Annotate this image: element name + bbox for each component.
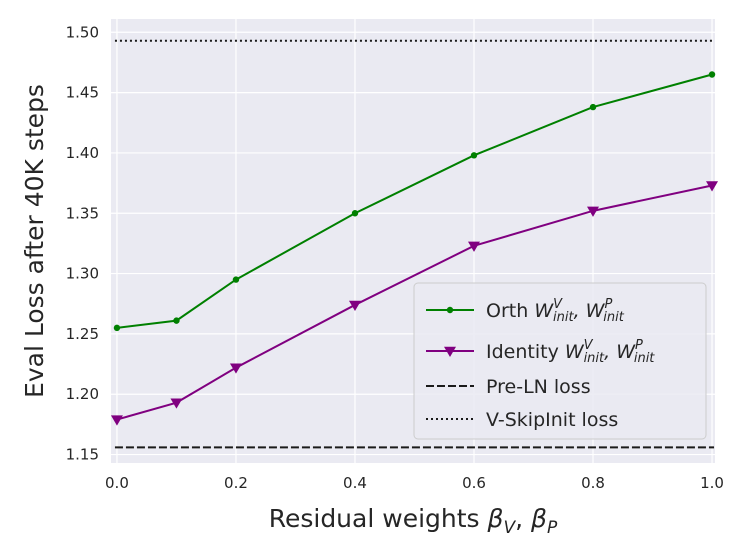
data-point — [470, 152, 478, 159]
legend-marker — [444, 346, 456, 357]
grid — [111, 19, 715, 463]
x-tick-label: 0.0 — [105, 474, 129, 492]
x-tick-label: 0.8 — [581, 474, 605, 492]
reference-lines — [114, 39, 715, 449]
y-tick-label: 1.30 — [66, 265, 99, 283]
y-tick-label: 1.50 — [66, 23, 99, 41]
x-tick-label: 1.0 — [700, 474, 724, 492]
legend-label: V-SkipInit loss — [486, 409, 618, 431]
data-point — [467, 241, 480, 252]
legend-box — [413, 282, 707, 440]
data-point — [589, 103, 597, 111]
legend-label: Pre-LN loss — [486, 376, 591, 398]
data-point — [348, 300, 361, 311]
y-tick-label: 1.15 — [66, 446, 99, 464]
data-series — [110, 71, 719, 426]
data-point — [708, 71, 716, 78]
data-point — [351, 210, 359, 217]
y-tick-label: 1.25 — [66, 325, 99, 343]
y-tick-label: 1.20 — [66, 385, 99, 403]
x-tick-label: 0.4 — [343, 474, 367, 492]
legend: Orth WV init, WP init Identity WV init, WP in… — [413, 282, 707, 440]
y-axis-label: Eval Loss after 40K steps — [20, 84, 49, 398]
data-point — [113, 324, 121, 332]
y-axis-ticks: 1.15 1.20 1.25 1.30 1.35 1.40 1.45 1.50 — [66, 23, 99, 463]
y-tick-label: 1.45 — [66, 84, 99, 102]
x-tick-label: 0.2 — [224, 474, 248, 492]
data-point — [170, 398, 183, 409]
legend-label: Orth WV init, WP init — [486, 297, 625, 325]
y-tick-label: 1.40 — [66, 144, 99, 162]
y-tick-label: 1.35 — [66, 204, 99, 222]
data-point — [232, 276, 240, 283]
data-point — [229, 363, 242, 374]
data-point — [110, 415, 123, 426]
x-axis-label: Residual weights βV, βP — [269, 504, 558, 538]
data-point — [173, 317, 180, 324]
legend-marker — [446, 306, 454, 314]
data-point — [706, 181, 719, 192]
x-axis-ticks: 0.0 0.2 0.4 0.6 0.8 1.0 — [105, 474, 724, 492]
legend-label: Identity WV init, WP init — [486, 338, 655, 366]
x-tick-label: 0.6 — [462, 474, 486, 492]
data-point — [587, 206, 600, 217]
